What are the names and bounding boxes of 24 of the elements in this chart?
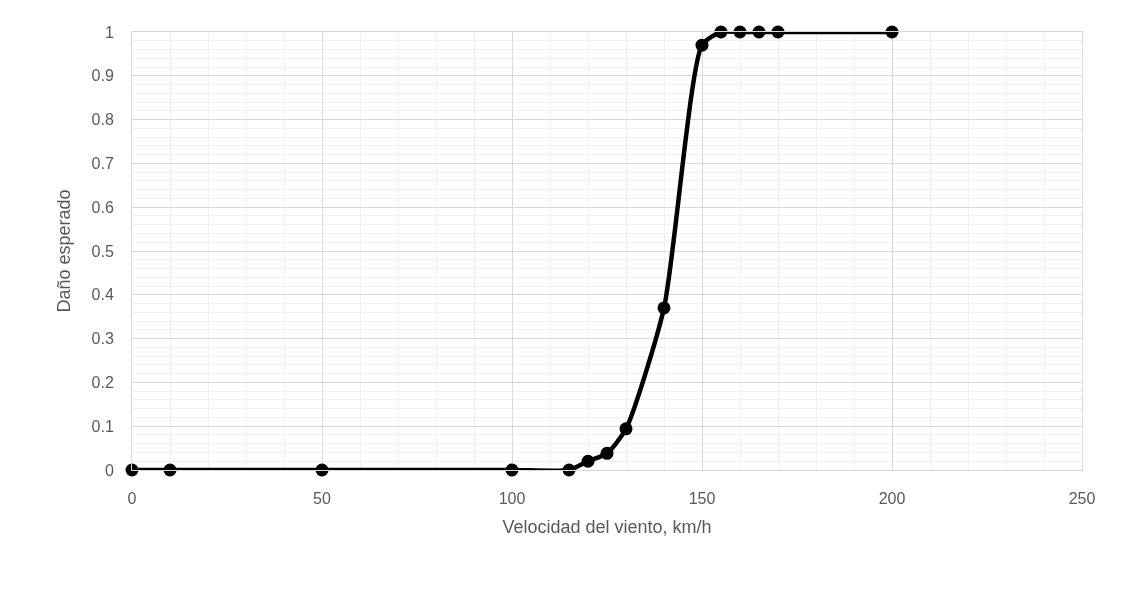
y-tick-label: 0.5 (91, 242, 114, 260)
x-tick-label: 0 (127, 490, 137, 508)
x-axis-title: Velocidad del viento, km/h (502, 517, 712, 538)
y-axis-title: Daño esperado (53, 189, 74, 313)
y-tick-label: 0.4 (91, 286, 114, 304)
y-tick-label: 0.3 (91, 330, 114, 348)
y-tick-label: 0.1 (91, 417, 114, 435)
x-tick-label: 100 (498, 490, 526, 508)
y-tick-label: 0.9 (91, 67, 114, 85)
y-tick-label: 0.6 (91, 198, 114, 216)
x-tick-label: 200 (878, 490, 906, 508)
x-tick-label: 50 (313, 490, 331, 508)
y-tick-label: 0.8 (91, 111, 114, 129)
x-tick-label: 150 (688, 490, 716, 508)
y-tick-label: 0.7 (91, 155, 114, 172)
y-tick-label: 0.2 (91, 374, 114, 391)
y-tick-label: 1 (104, 23, 114, 41)
point (657, 301, 671, 315)
point (695, 38, 709, 52)
point (581, 454, 595, 468)
y-tick-label: 0 (104, 461, 114, 479)
x-tick-label: 250 (1068, 490, 1096, 508)
point (619, 422, 633, 436)
point (600, 446, 614, 460)
